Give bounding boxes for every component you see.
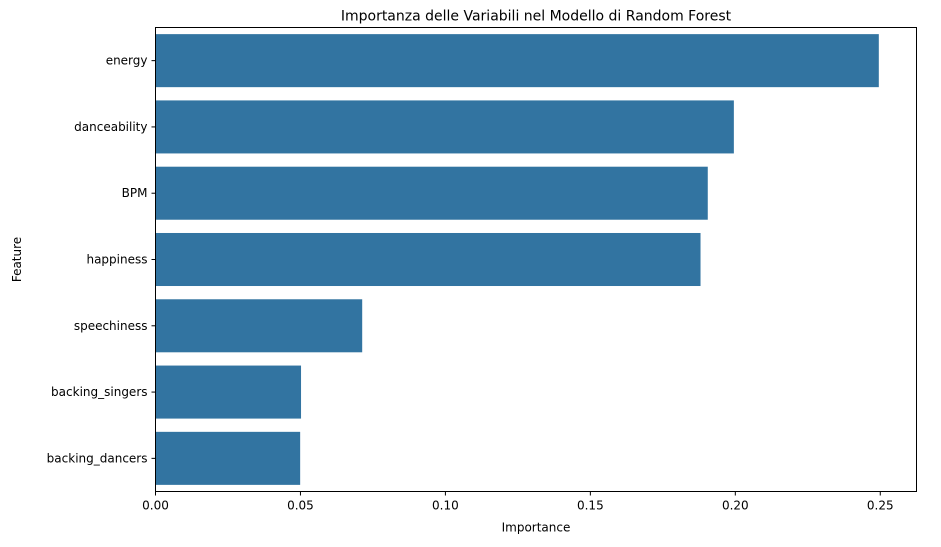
- y-tick-label: speechiness: [74, 319, 148, 333]
- x-tick-label: 0.05: [287, 499, 314, 513]
- bar-danceability: [155, 100, 734, 154]
- x-tick-label: 0.10: [432, 499, 459, 513]
- x-tick-label: 0.20: [722, 499, 749, 513]
- y-tick-label: BPM: [122, 186, 148, 200]
- x-tick-label: 0.15: [577, 499, 604, 513]
- y-tick-label: danceability: [74, 120, 147, 134]
- y-axis-label: Feature: [10, 237, 24, 282]
- y-tick-label: backing_singers: [51, 385, 147, 399]
- bar-backing_dancers: [155, 431, 301, 485]
- x-tick-label: 0.00: [142, 499, 169, 513]
- bar-speechiness: [155, 299, 363, 353]
- chart-title: Importanza delle Variabili nel Modello d…: [341, 9, 732, 25]
- bar-BPM: [155, 166, 708, 220]
- bars-group: [155, 34, 879, 485]
- bar-energy: [155, 34, 879, 88]
- bar-happiness: [155, 232, 701, 287]
- x-axis-label: Importance: [502, 521, 571, 535]
- x-tick-label: 0.25: [867, 499, 894, 513]
- y-axis-ticks: energy danceability BPM happiness speechines…: [47, 54, 156, 465]
- x-axis-ticks: 0.00 0.05 0.10 0.15 0.20 0.25: [142, 491, 894, 513]
- y-tick-label: backing_dancers: [47, 451, 148, 465]
- plot-frame: [155, 27, 917, 492]
- y-tick-label: energy: [106, 54, 148, 68]
- bar-backing_singers: [155, 365, 302, 419]
- y-tick-label: happiness: [86, 253, 147, 267]
